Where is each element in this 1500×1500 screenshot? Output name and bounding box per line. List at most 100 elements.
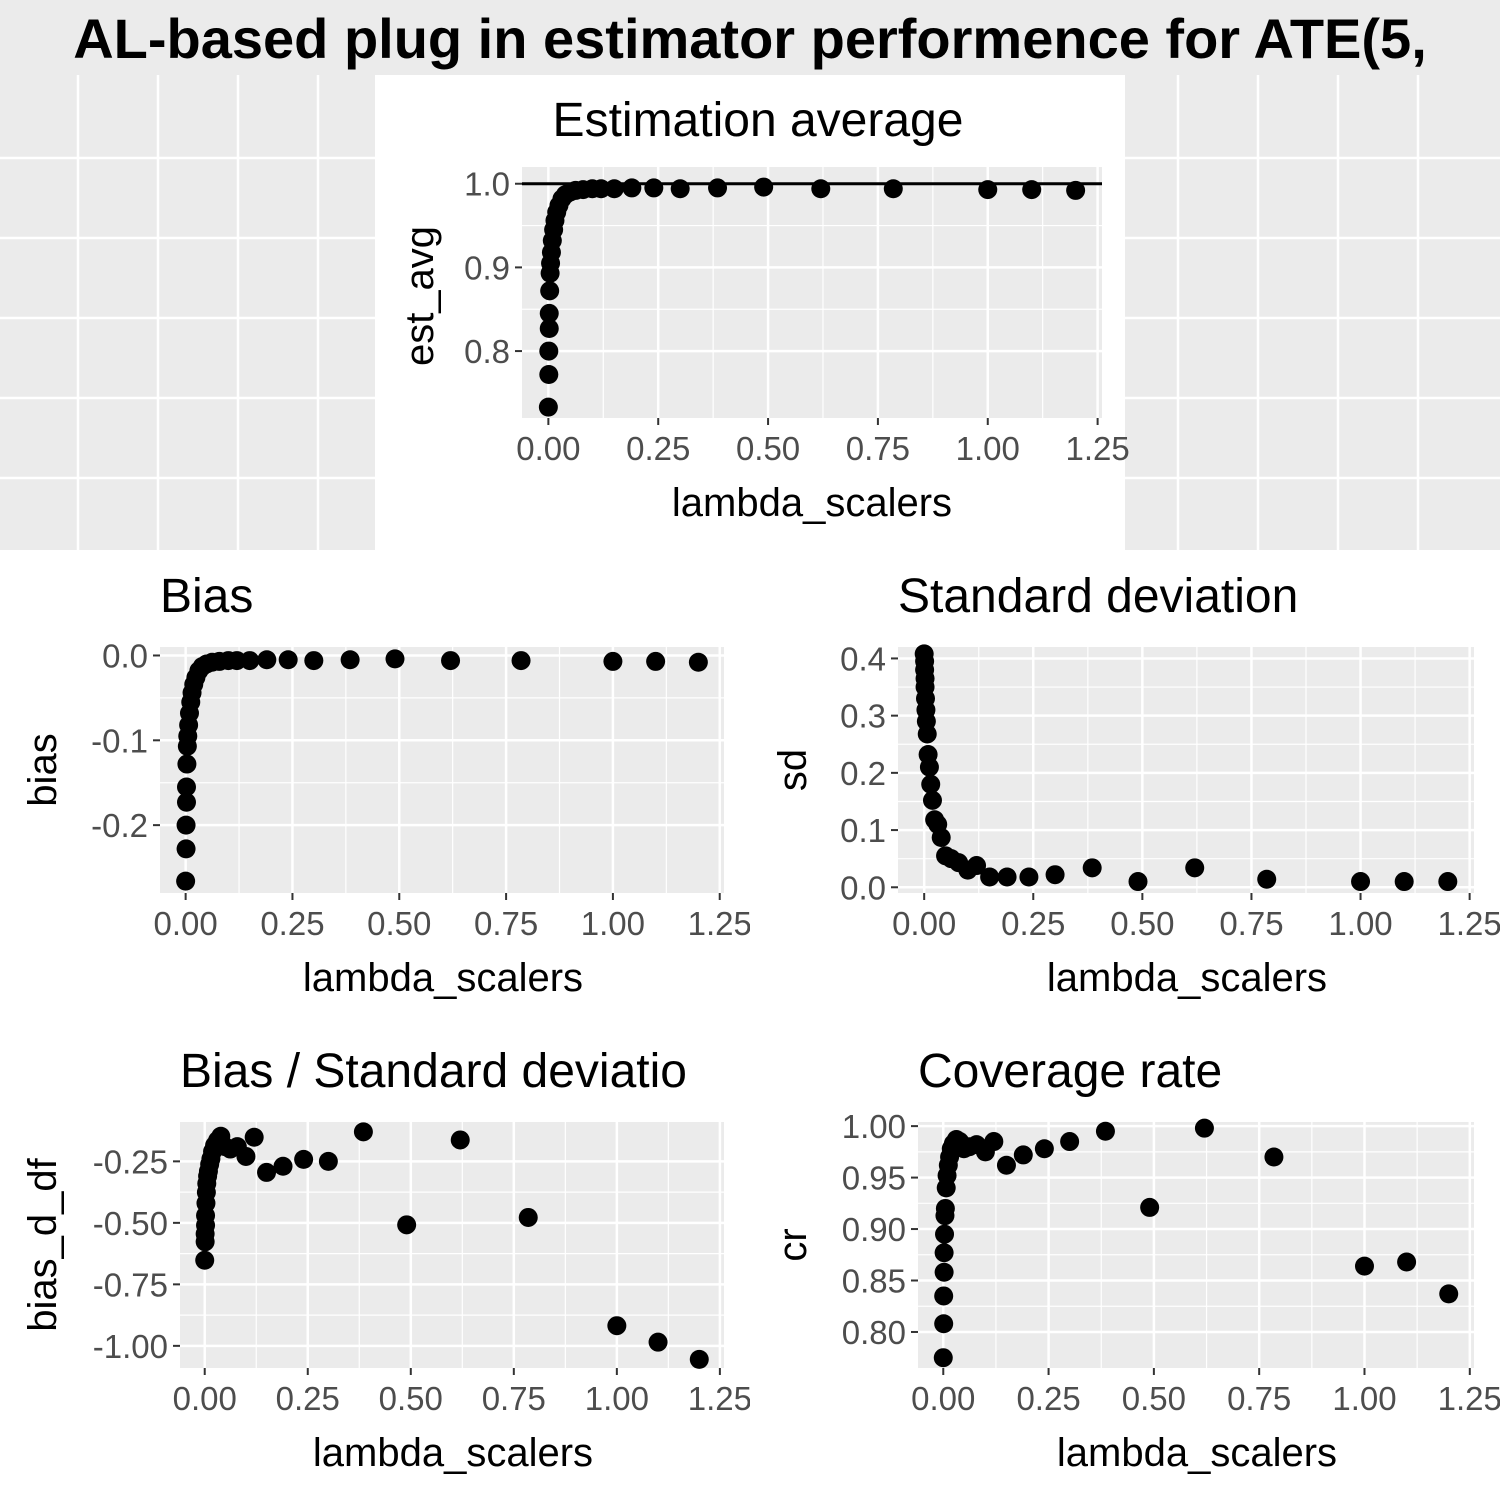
data-point [648, 1332, 668, 1352]
data-point [176, 815, 196, 835]
y-tick-label: 0.0 [840, 869, 886, 906]
data-point [353, 1122, 373, 1142]
y-tick-label: -0.1 [91, 722, 148, 759]
data-point [1060, 1132, 1080, 1152]
data-point [1264, 1147, 1284, 1167]
data-point [539, 364, 559, 384]
panel-title: Estimation average [553, 94, 964, 147]
x-axis-label: lambda_scalers [1047, 956, 1327, 1000]
panel-title: Bias / Standard deviatio [180, 1045, 687, 1098]
data-point [1095, 1121, 1115, 1141]
x-tick-label: 1.00 [581, 905, 645, 942]
data-point [996, 1155, 1016, 1175]
y-axis-label: est_avg [398, 226, 442, 366]
y-tick-label: 0.85 [842, 1263, 906, 1300]
x-tick-label: 0.75 [846, 430, 910, 467]
x-axis-label: lambda_scalers [313, 1431, 593, 1475]
data-point [450, 1130, 470, 1150]
data-point [644, 178, 664, 198]
data-point [1354, 1256, 1374, 1276]
y-tick-label: 1.00 [842, 1108, 906, 1145]
data-point [1066, 180, 1086, 200]
data-point [622, 178, 642, 198]
y-axis-label: bias [21, 733, 65, 806]
x-axis-label: lambda_scalers [1057, 1431, 1337, 1475]
data-point [688, 652, 708, 672]
x-tick-label: 0.00 [516, 430, 580, 467]
data-point [921, 774, 941, 794]
data-point [1351, 872, 1371, 892]
data-point [304, 651, 324, 671]
x-tick-label: 0.25 [1016, 1380, 1080, 1417]
x-tick-label: 0.50 [736, 430, 800, 467]
estimation-average-panel: Estimation average lambda_scalers est_av… [398, 94, 1130, 525]
x-tick-label: 1.25 [1065, 430, 1129, 467]
x-tick-label: 0.00 [154, 905, 218, 942]
data-point [978, 180, 998, 200]
coverage-rate-panel: Coverage rate lambda_scalers cr 0.00 0.25… [771, 1045, 1500, 1475]
y-tick-label: 0.90 [842, 1211, 906, 1248]
plot-clip-group: 0.00 0.25 0.50 0.75 1.00 1.25 -0.2 -0.1 0.0 [91, 637, 752, 942]
x-tick-label: 0.25 [260, 905, 324, 942]
y-tick-label: 0.9 [464, 249, 510, 286]
data-point [1082, 858, 1102, 878]
x-tick-label: 1.25 [1438, 905, 1500, 942]
x-tick-label: 1.00 [956, 430, 1020, 467]
y-tick-label: 0.80 [842, 1314, 906, 1351]
x-tick-label: 0.50 [1122, 1380, 1186, 1417]
plot-clip-group: 0.00 0.25 0.50 0.75 1.00 1.25 -1.00 -0.75 -0.50 -… [93, 1122, 752, 1417]
data-point [176, 777, 196, 797]
data-point [1034, 1139, 1054, 1159]
x-tick-label: 0.75 [482, 1380, 546, 1417]
data-point [604, 179, 624, 199]
data-point [934, 1243, 954, 1263]
data-point [603, 651, 623, 671]
data-point [539, 341, 559, 361]
x-tick-label: 1.25 [688, 905, 752, 942]
data-point [1045, 865, 1065, 885]
data-point [934, 1314, 954, 1334]
x-tick-label: 0.00 [911, 1380, 975, 1417]
data-point [919, 757, 939, 777]
x-tick-label: 0.00 [173, 1380, 237, 1417]
data-point [935, 1198, 955, 1218]
data-point [257, 1162, 277, 1182]
data-point [670, 179, 690, 199]
panel-title: Standard deviation [898, 570, 1298, 623]
plot-background [180, 1122, 724, 1368]
y-axis-label: bias_d_df [21, 1157, 65, 1331]
data-point [933, 1348, 953, 1368]
x-tick-label: 0.00 [892, 905, 956, 942]
data-point [538, 397, 558, 417]
x-tick-label: 0.75 [474, 905, 538, 942]
x-tick-label: 0.50 [367, 905, 431, 942]
background-strip-right [1125, 75, 1500, 550]
panel-title: Bias [160, 570, 253, 623]
data-point [967, 856, 987, 876]
x-axis-label: lambda_scalers [672, 481, 952, 525]
data-point [917, 724, 937, 744]
data-point [177, 754, 197, 774]
standard-deviation-panel: Standard deviation lambda_scalers sd 0.0… [771, 570, 1500, 1000]
data-point [689, 1349, 709, 1369]
data-point [997, 867, 1017, 887]
x-tick-label: 1.25 [1438, 1380, 1500, 1417]
data-point [240, 651, 260, 671]
data-point [708, 178, 728, 198]
x-tick-label: 1.00 [585, 1380, 649, 1417]
y-tick-label: 0.1 [840, 812, 886, 849]
data-point [294, 1149, 314, 1169]
x-tick-label: 1.25 [688, 1380, 752, 1417]
bias-over-sd-panel: Bias / Standard deviatio lambda_scalers … [21, 1045, 752, 1475]
panel-title: Coverage rate [918, 1045, 1222, 1098]
y-tick-label: -1.00 [93, 1328, 168, 1365]
data-point [934, 1262, 954, 1282]
data-point [176, 871, 196, 891]
data-point [935, 1224, 955, 1244]
data-point [511, 651, 531, 671]
x-tick-label: 1.00 [1332, 1380, 1396, 1417]
x-tick-label: 0.25 [626, 430, 690, 467]
y-tick-label: -0.75 [93, 1266, 168, 1303]
background-strip-left [0, 75, 375, 550]
